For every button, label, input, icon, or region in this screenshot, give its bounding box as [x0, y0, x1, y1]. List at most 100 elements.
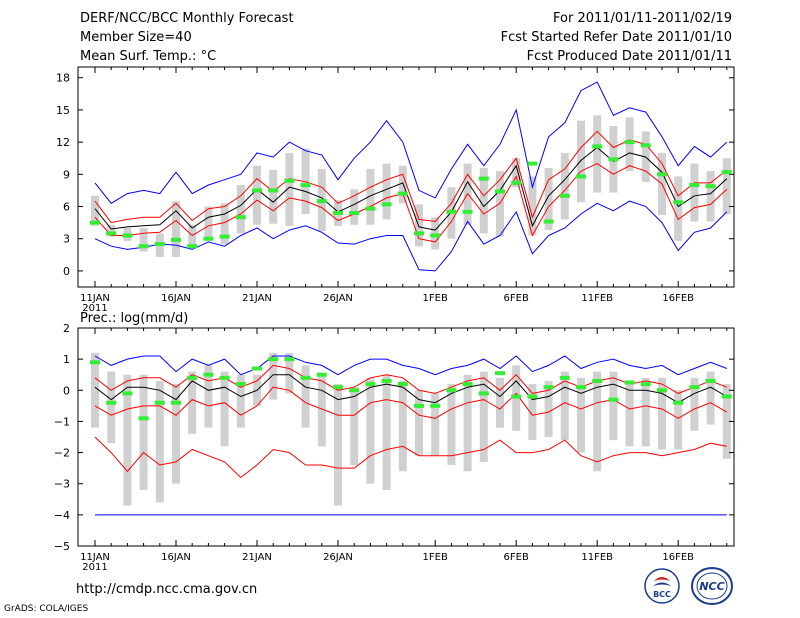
precipitation-chart: −5 −4 −3 −2 −1 0 1 2 11JAN 16JAN 21JAN 26JAN 1FEB 6FE…	[54, 311, 735, 570]
spread-box	[204, 206, 213, 241]
x-tick-label: 16JAN	[161, 552, 191, 563]
spread-box	[220, 203, 229, 245]
y-tick-label: 3	[63, 233, 70, 246]
x-year-label: 2011	[82, 303, 107, 314]
spread-box	[674, 390, 683, 450]
series-upper	[94, 364, 727, 394]
spread-box	[722, 158, 731, 215]
spread-box	[641, 377, 650, 447]
spread-box	[269, 170, 278, 224]
forecast-period: For 2011/01/11-2011/02/19	[553, 11, 732, 26]
spread-box	[577, 120, 585, 203]
x-tick-label: 11JAN	[80, 552, 110, 563]
spread-box	[236, 185, 245, 234]
spread-box	[528, 176, 537, 236]
x-tick-label: 1FEB	[423, 293, 448, 304]
spread-box	[479, 167, 488, 234]
series-max	[94, 81, 728, 204]
spread-box	[107, 371, 116, 444]
spread-box	[236, 374, 245, 428]
y-tick-label: 9	[63, 168, 70, 181]
spread-box	[690, 377, 699, 431]
y-tick-label: 0	[63, 265, 70, 278]
spread-box	[301, 365, 310, 428]
series-min	[94, 200, 728, 272]
x-tick-label: 16FEB	[662, 552, 694, 563]
spread-box	[431, 217, 440, 250]
spread-box	[415, 390, 423, 456]
y-tick-label: 15	[56, 104, 70, 117]
x-tick-label: 11FEB	[581, 293, 613, 304]
spread-box	[139, 374, 148, 490]
spread-box	[350, 387, 359, 466]
series-max	[94, 355, 727, 376]
temperature-chart: 0 3 6 9 12 15 18 11JAN 16JAN 21JAN 26JAN 1FEB 6FEB 11…	[56, 66, 735, 314]
spread-box	[334, 384, 342, 506]
x-tick-label: 26JAN	[323, 552, 353, 563]
y-tick-label: 0	[63, 384, 70, 397]
bcc-logo-text: BCC	[653, 590, 671, 599]
x-year-label: 2011	[82, 562, 107, 570]
spread-box	[139, 227, 148, 252]
y-tick-label: 12	[56, 136, 70, 149]
y-tick-label: 2	[63, 322, 70, 335]
spread-box	[107, 224, 116, 237]
spread-box	[350, 189, 359, 225]
spread-box	[479, 371, 488, 462]
spread-box	[382, 163, 391, 220]
spread-box	[706, 371, 715, 425]
spread-box	[285, 152, 294, 226]
y-tick-label: −2	[54, 447, 70, 460]
x-tick-label: 6FEB	[504, 293, 529, 304]
spread-box	[447, 384, 456, 466]
spread-box	[560, 152, 569, 220]
spread-box	[123, 374, 132, 506]
y-tick-label: 18	[56, 72, 70, 85]
grads-credit: GrADS: COLA/IGES	[4, 604, 89, 614]
spread-box	[220, 371, 229, 447]
spread-box	[544, 167, 553, 231]
spread-box	[253, 165, 261, 225]
header-right: For 2011/01/11-2011/02/19 Fcst Started R…	[501, 10, 732, 67]
bcc-logo-icon: BCC	[644, 568, 680, 604]
spread-box	[463, 374, 472, 472]
spread-box	[415, 204, 423, 247]
spread-box	[188, 371, 197, 434]
y-tick-label: 1	[63, 353, 70, 366]
x-tick-label: 11FEB	[581, 552, 613, 563]
fcst-produced-date: Fcst Produced Date 2011/01/11	[526, 49, 732, 64]
series-lower	[94, 163, 728, 243]
x-tick-label: 26JAN	[323, 293, 353, 304]
series-mean	[94, 146, 728, 231]
x-tick-label: 21JAN	[242, 293, 272, 304]
spread-box	[512, 158, 521, 188]
spread-box	[269, 352, 278, 400]
spread-box	[528, 384, 537, 441]
header-left: DERF/NCC/BCC Monthly Forecast Member Siz…	[80, 10, 294, 67]
spread-box	[625, 117, 634, 172]
series-mean	[94, 374, 728, 404]
spread-box	[204, 365, 213, 428]
source-url[interactable]: http://cmdp.ncc.cma.gov.cn	[76, 582, 258, 597]
spread-box	[366, 168, 375, 225]
x-tick-label: 21JAN	[242, 552, 272, 563]
y-tick-label: −3	[54, 478, 70, 491]
spread-box	[706, 171, 715, 222]
spread-box	[398, 380, 407, 472]
x-tick-label: 16JAN	[161, 293, 191, 304]
spread-box	[593, 115, 602, 193]
y-tick-label: −4	[54, 509, 70, 522]
spread-box	[172, 384, 180, 484]
x-tick-label: 6FEB	[504, 552, 529, 563]
spread-box	[609, 371, 618, 441]
spread-box	[674, 176, 683, 241]
spread-box	[431, 393, 440, 456]
series-lower	[94, 386, 728, 419]
spread-box	[398, 165, 407, 204]
spread-box	[593, 371, 602, 472]
spread-box	[690, 163, 699, 222]
spread-box	[496, 377, 504, 428]
series-upper	[94, 130, 728, 224]
spread-box	[625, 380, 634, 447]
ncc-logo-text: NCC	[699, 580, 724, 593]
